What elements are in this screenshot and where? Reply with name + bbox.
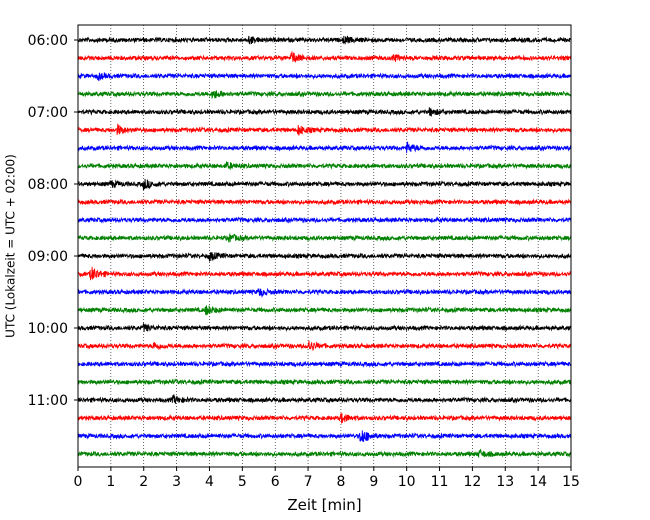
trace-0915 [77,266,572,281]
trace-0730 [77,141,572,154]
trace-1030 [77,360,572,368]
y-tick-label: 10:00 [28,321,68,337]
y-tick-label: 09:00 [28,249,68,265]
y-tick-label: 07:00 [28,105,68,121]
trace-0600 [77,35,572,45]
seismic-traces [77,35,572,459]
y-axis-ticks: 06:00 07:00 08:00 09:00 10:00 11:00 [28,33,78,409]
y-tick-label: 06:00 [28,33,68,49]
trace-0615 [77,51,572,63]
x-axis-ticks: 0 1 2 3 4 5 6 7 8 9 10 11 12 13 14 15 [74,467,580,490]
y-tick-label: 08:00 [28,177,68,193]
trace-0845 [77,233,572,244]
trace-0830 [77,216,572,224]
trace-1130 [77,430,572,442]
x-tick-label: 6 [271,474,280,490]
trace-0930 [77,287,572,298]
trace-0800 [77,178,572,191]
x-tick-label: 1 [106,474,115,490]
plot-frame [77,24,572,468]
x-axis-label: Zeit [min] [287,496,361,514]
x-tick-label: 0 [74,474,83,490]
x-tick-label: 15 [562,474,580,490]
trace-0715 [77,123,572,136]
trace-0745 [77,161,572,171]
trace-0630 [77,72,572,82]
x-tick-label: 2 [139,474,148,490]
x-tick-label: 9 [369,474,378,490]
trace-0900 [77,252,572,262]
trace-0700 [77,107,572,117]
trace-0945 [77,305,572,316]
x-tick-label: 7 [304,474,313,490]
trace-1100 [77,394,572,404]
x-tick-label: 10 [398,474,416,490]
x-tick-label: 12 [463,474,481,490]
x-tick-label: 13 [496,474,514,490]
y-axis-label: UTC (Lokalzeit = UTC + 02:00) [4,154,18,338]
x-tick-label: 3 [172,474,181,490]
trace-1045 [77,378,572,387]
x-tick-label: 8 [336,474,345,490]
x-tick-label: 11 [431,474,449,490]
x-tick-label: 5 [238,474,247,490]
y-tick-label: 11:00 [28,393,68,409]
trace-0815 [77,198,572,207]
trace-1015 [77,340,572,352]
trace-1145 [77,448,572,459]
x-tick-label: 14 [529,474,547,490]
trace-1115 [77,413,572,424]
trace-1000 [77,322,572,333]
trace-0645 [77,90,572,100]
x-tick-label: 4 [205,474,214,490]
